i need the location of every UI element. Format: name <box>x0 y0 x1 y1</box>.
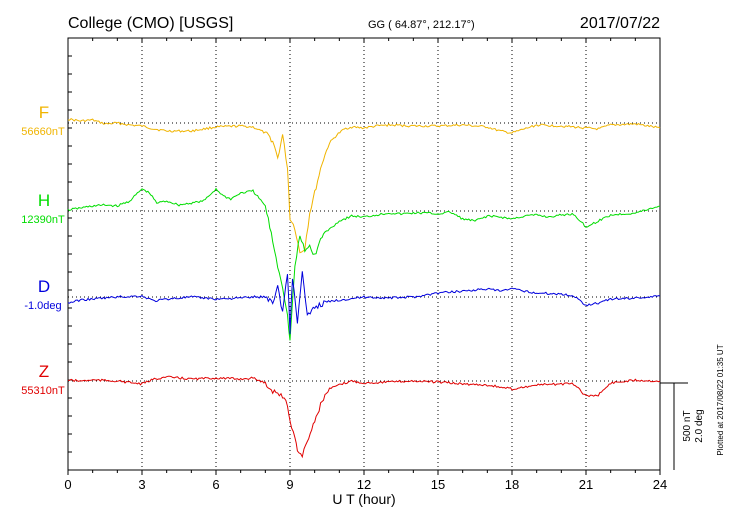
series-name-f: F <box>39 103 49 122</box>
series-name-h: H <box>38 191 50 210</box>
x-tick-label: 21 <box>579 477 593 492</box>
date-label: 2017/07/22 <box>580 15 660 32</box>
series-baseline-d: -1.0deg <box>24 300 61 312</box>
chart-title: College (CMO) [USGS] <box>68 15 233 32</box>
series-name-z: Z <box>39 362 49 381</box>
x-tick-label: 6 <box>212 477 219 492</box>
series-baseline-h: 12390nT <box>21 214 65 226</box>
series-line-h <box>67 187 661 341</box>
x-tick-label: 15 <box>431 477 445 492</box>
x-tick-label: 0 <box>64 477 71 492</box>
scale-nt-label: 500 nT <box>682 410 693 441</box>
x-tick-label: 3 <box>138 477 145 492</box>
series-line-d <box>67 271 661 335</box>
x-axis-ticks: 0 3 6 9 12 15 18 21 24 <box>64 38 667 492</box>
scale-deg-label: 2.0 deg <box>694 409 705 442</box>
series-baseline-z: 55310nT <box>21 385 65 397</box>
series-baseline-f: 56660nT <box>21 126 65 138</box>
plotted-note: Plotted at 2017/08/22 01:35 UT <box>716 344 725 455</box>
series-labels: F 56660nT H 12390nT D -1.0deg Z 55310nT <box>21 103 65 397</box>
series-layer <box>67 117 661 459</box>
x-tick-label: 9 <box>286 477 293 492</box>
x-tick-label: 24 <box>653 477 667 492</box>
series-line-f <box>67 117 661 254</box>
coordinates-label: GG ( 64.87°, 212.17°) <box>368 19 475 31</box>
x-tick-label: 18 <box>505 477 519 492</box>
series-line-z <box>67 375 661 459</box>
x-tick-label: 12 <box>357 477 371 492</box>
x-axis-label: U T (hour) <box>332 491 395 507</box>
series-name-d: D <box>38 277 50 296</box>
grid <box>68 38 660 470</box>
